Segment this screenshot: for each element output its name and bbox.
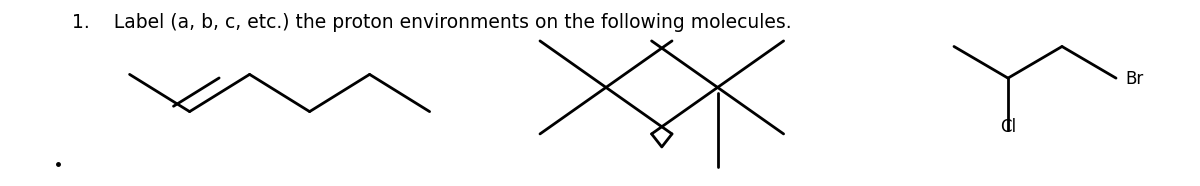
Text: Br: Br xyxy=(1126,70,1144,88)
Text: 1.    Label (a, b, c, etc.) the proton environments on the following molecules.: 1. Label (a, b, c, etc.) the proton envi… xyxy=(72,13,792,32)
Text: Cl: Cl xyxy=(1000,118,1016,136)
